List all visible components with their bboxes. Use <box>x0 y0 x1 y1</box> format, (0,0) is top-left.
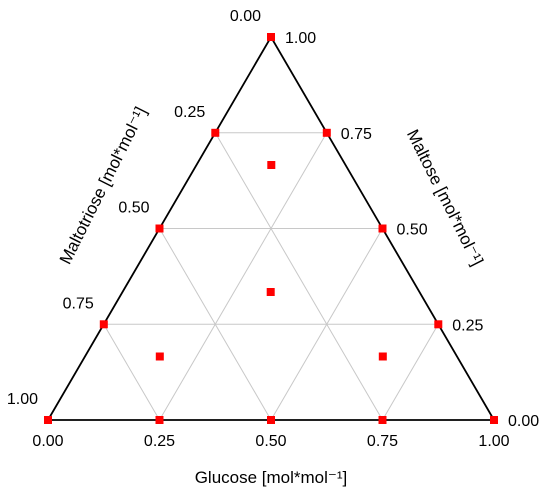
grid-lines <box>103 132 439 421</box>
glucose-tick-label: 0.00 <box>32 433 63 450</box>
maltose-tick-label: 0.00 <box>508 413 539 430</box>
grid-line-maltotriose <box>214 132 383 421</box>
maltotriose-tick-label: 0.00 <box>230 8 261 25</box>
maltotriose-axis-title: Maltotriose [mol*mol⁻¹] <box>56 104 151 268</box>
data-point <box>267 416 275 424</box>
glucose-tick-label: 0.50 <box>255 433 286 450</box>
maltotriose-tick-label: 0.50 <box>118 200 149 217</box>
glucose-tick-label: 0.75 <box>367 433 398 450</box>
maltotriose-tick-label: 0.25 <box>174 104 205 121</box>
data-point <box>267 161 276 169</box>
grid-line-glucose <box>382 323 439 421</box>
data-point <box>378 352 387 361</box>
data-point <box>378 224 387 233</box>
maltotriose-tick-label: 1.00 <box>7 391 38 408</box>
maltose-tick-label: 1.00 <box>285 30 316 47</box>
glucose-tick-label: 1.00 <box>478 433 509 450</box>
maltose-tick-label: 0.25 <box>452 317 483 334</box>
data-point <box>267 33 275 41</box>
data-point <box>322 128 331 137</box>
data-point <box>211 128 220 137</box>
grid-line-glucose <box>270 228 383 421</box>
data-point <box>44 416 52 424</box>
maltose-tick-label: 0.75 <box>341 126 372 143</box>
maltotriose-tick-label: 0.75 <box>63 295 94 312</box>
data-point <box>155 224 164 233</box>
data-point <box>99 320 108 329</box>
data-point <box>434 320 443 329</box>
data-point <box>155 416 164 424</box>
grid-line-glucose <box>159 132 328 421</box>
data-point <box>266 288 275 296</box>
grid-line-maltotriose <box>159 228 272 421</box>
data-points <box>44 33 498 424</box>
grid-line-maltotriose <box>103 323 160 421</box>
glucose-tick-label: 0.25 <box>144 433 175 450</box>
tick-labels: 0.00 0.25 0.50 0.75 1.00 0.00 0.25 0.50 0.75 1.00… <box>7 8 539 450</box>
data-point <box>378 416 387 424</box>
maltose-axis-title: Maltose [mol*mol⁻¹] <box>403 126 487 268</box>
maltose-tick-label: 0.50 <box>397 222 428 239</box>
glucose-axis-title: Glucose [mol*mol⁻¹] <box>195 468 348 487</box>
data-point <box>490 416 498 424</box>
data-point <box>155 352 164 361</box>
